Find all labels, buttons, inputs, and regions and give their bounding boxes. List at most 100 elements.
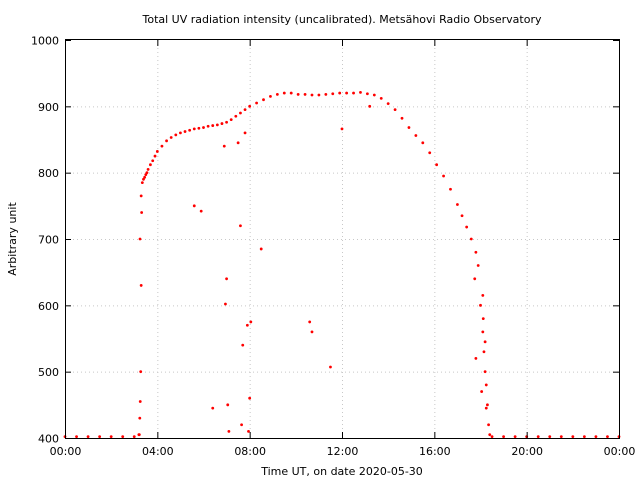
data-point	[393, 108, 397, 112]
data-point	[155, 150, 159, 153]
data-point	[139, 370, 143, 374]
data-point	[247, 429, 250, 433]
data-point	[226, 403, 230, 407]
data-point	[239, 224, 242, 228]
data-point	[140, 211, 144, 214]
y-tick-label: 400	[38, 433, 59, 446]
data-point	[240, 423, 243, 427]
data-point	[490, 435, 494, 439]
data-point	[188, 128, 192, 132]
data-point	[262, 98, 265, 102]
chart-title: Total UV radiation intensity (uncalibrat…	[142, 13, 542, 26]
data-point	[109, 435, 113, 439]
x-tick-label: 04:00	[142, 445, 174, 458]
data-point	[368, 104, 372, 108]
data-point	[456, 203, 459, 206]
data-point	[483, 340, 487, 344]
data-point	[513, 435, 517, 439]
data-point	[296, 92, 300, 96]
data-point	[269, 94, 272, 98]
data-point	[199, 209, 203, 213]
data-point	[487, 423, 490, 427]
y-tick-label: 900	[38, 101, 59, 114]
data-point	[482, 350, 486, 354]
data-point	[236, 141, 240, 145]
y-tick-label: 800	[38, 167, 59, 180]
data-point	[474, 357, 478, 360]
plot-frame	[65, 39, 620, 439]
data-point	[324, 92, 328, 96]
data-point	[469, 237, 473, 241]
data-point	[151, 159, 155, 163]
data-point	[345, 91, 349, 95]
data-point	[449, 187, 452, 191]
data-point	[502, 435, 505, 439]
data-point	[229, 118, 233, 121]
data-point	[275, 92, 279, 96]
data-point	[211, 124, 215, 127]
y-tick-label: 500	[38, 366, 59, 379]
data-point	[145, 171, 149, 175]
data-point	[428, 151, 432, 155]
data-point	[86, 435, 90, 439]
data-point	[248, 104, 252, 108]
data-point	[465, 225, 469, 229]
x-tick-label: 08:00	[234, 445, 266, 458]
data-point	[338, 91, 342, 95]
data-point	[317, 93, 321, 97]
data-point	[227, 429, 231, 433]
data-point	[421, 141, 425, 145]
data-point	[582, 435, 586, 439]
data-point	[460, 214, 464, 218]
data-point	[132, 435, 136, 439]
data-point	[484, 406, 488, 410]
data-point	[143, 175, 147, 179]
y-axis-title: Arbitrary unit	[6, 202, 19, 276]
ticks-layer: 00:00 04:00 08:00 12:00 16:00 20:00 00:0040050…	[31, 35, 635, 459]
y-tick-label: 700	[38, 234, 59, 247]
data-point	[481, 317, 485, 320]
x-axis-title: Time UT, on date 2020-05-30	[260, 465, 423, 478]
data-point	[249, 320, 253, 324]
x-tick-label: 00:00	[50, 445, 82, 458]
data-point	[442, 174, 445, 178]
data-point	[548, 435, 552, 439]
data-point	[414, 134, 418, 137]
data-point	[138, 416, 142, 420]
data-point	[484, 383, 488, 387]
data-point	[165, 139, 168, 143]
data-point	[75, 435, 78, 439]
data-point	[536, 435, 540, 439]
data-point	[239, 111, 242, 115]
data-point	[174, 133, 178, 137]
data-point	[481, 330, 485, 334]
data-point	[303, 92, 307, 96]
x-tick-label: 16:00	[419, 445, 451, 458]
data-point	[559, 435, 563, 439]
data-point	[359, 91, 362, 94]
data-point	[372, 93, 376, 97]
data-point	[310, 93, 314, 97]
y-tick-label: 600	[38, 300, 59, 313]
data-point	[352, 91, 355, 95]
data-point	[486, 403, 489, 407]
data-point	[435, 163, 439, 167]
data-point	[245, 323, 249, 327]
data-point	[202, 126, 205, 129]
data-point	[289, 91, 293, 95]
data-point	[160, 144, 164, 148]
data-point	[386, 102, 390, 106]
data-point	[400, 116, 404, 120]
x-tick-label: 20:00	[511, 445, 543, 458]
data-point	[329, 365, 332, 369]
data-point	[259, 247, 263, 251]
data-point	[479, 303, 482, 307]
data-point	[331, 92, 335, 96]
data-point	[225, 120, 228, 124]
data-point	[234, 114, 238, 118]
data-point	[365, 92, 369, 96]
data-point	[197, 126, 201, 130]
data-point	[243, 131, 247, 135]
